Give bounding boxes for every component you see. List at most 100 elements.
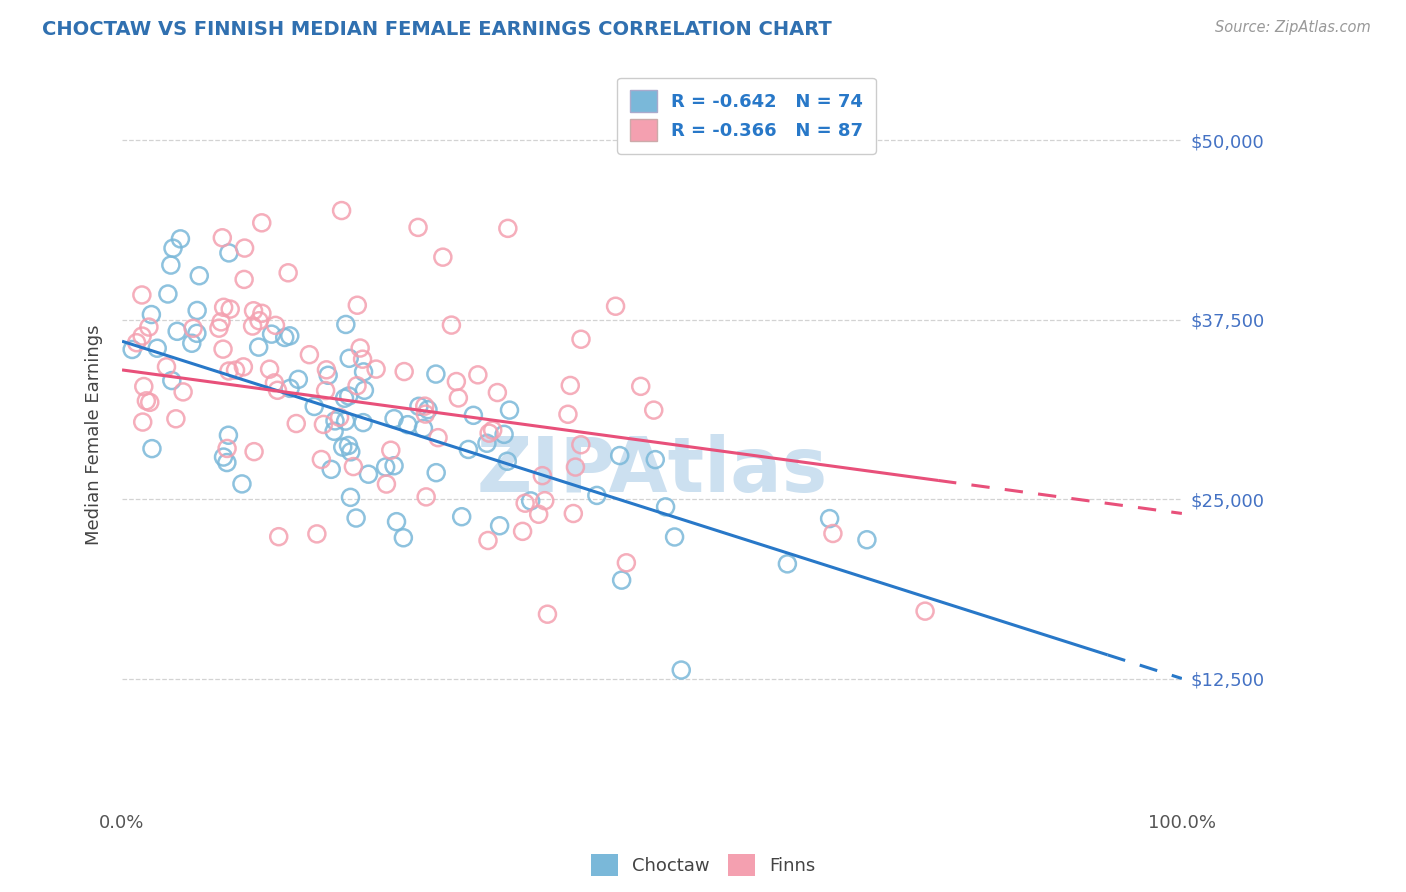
Point (914, 604, 936, 618)
Point (643, 403, 665, 417)
Point (450, 509, 472, 524)
Point (146, 341, 169, 355)
Point (323, 414, 346, 428)
Point (131, 329, 153, 343)
Point (186, 303, 208, 318)
Point (132, 415, 155, 429)
Point (339, 491, 361, 505)
Point (250, 216, 273, 230)
Point (311, 452, 333, 467)
Point (141, 308, 163, 322)
Point (533, 493, 555, 508)
Point (486, 385, 509, 400)
Point (209, 315, 232, 329)
Point (605, 299, 627, 313)
Point (285, 417, 308, 431)
Point (413, 399, 436, 413)
Point (357, 467, 380, 482)
Point (321, 462, 343, 476)
Text: Source: ZipAtlas.com: Source: ZipAtlas.com (1215, 20, 1371, 35)
Point (512, 524, 534, 539)
Point (432, 250, 454, 264)
Point (531, 468, 554, 483)
Point (564, 460, 586, 475)
Point (346, 298, 368, 312)
Point (447, 391, 470, 405)
Point (392, 365, 415, 379)
Point (496, 454, 519, 468)
Point (614, 556, 637, 570)
Point (169, 232, 191, 246)
Point (180, 336, 202, 351)
Point (242, 319, 264, 334)
Point (374, 460, 396, 475)
Point (557, 407, 579, 421)
Point (337, 438, 360, 452)
Point (242, 303, 264, 318)
Point (335, 414, 357, 428)
Point (344, 511, 367, 525)
Point (186, 326, 208, 341)
Point (856, 533, 879, 547)
Legend: Choctaw, Finns: Choctaw, Finns (583, 847, 823, 883)
Point (527, 508, 550, 522)
Point (494, 427, 516, 442)
Point (278, 328, 301, 343)
Point (264, 318, 287, 333)
Point (821, 526, 844, 541)
Point (274, 330, 297, 344)
Point (215, 456, 238, 470)
Point (181, 321, 204, 335)
Point (155, 359, 177, 374)
Point (610, 573, 633, 587)
Point (425, 466, 447, 480)
Point (312, 417, 335, 432)
Point (329, 410, 352, 425)
Point (212, 342, 235, 356)
Point (416, 402, 439, 417)
Point (165, 411, 187, 425)
Point (217, 428, 239, 442)
Point (339, 445, 361, 459)
Point (671, 663, 693, 677)
Point (332, 440, 354, 454)
Point (496, 221, 519, 235)
Point (382, 458, 405, 473)
Point (335, 318, 357, 332)
Point (337, 351, 360, 366)
Point (121, 343, 143, 357)
Legend: R = -0.642   N = 74, R = -0.366   N = 87: R = -0.642 N = 74, R = -0.366 N = 87 (617, 78, 876, 154)
Point (278, 381, 301, 395)
Point (425, 367, 447, 381)
Point (135, 393, 157, 408)
Point (260, 327, 283, 342)
Point (131, 288, 153, 302)
Point (156, 287, 179, 301)
Point (160, 374, 183, 388)
Y-axis label: Median Female Earnings: Median Female Earnings (86, 325, 103, 545)
Point (346, 378, 368, 392)
Point (630, 379, 652, 393)
Point (259, 362, 281, 376)
Point (380, 443, 402, 458)
Point (233, 241, 256, 255)
Point (225, 363, 247, 377)
Text: CHOCTAW VS FINNISH MEDIAN FEMALE EARNINGS CORRELATION CHART: CHOCTAW VS FINNISH MEDIAN FEMALE EARNING… (42, 20, 832, 38)
Point (415, 407, 437, 421)
Point (408, 400, 430, 414)
Point (352, 416, 374, 430)
Point (569, 332, 592, 346)
Point (298, 348, 321, 362)
Point (162, 241, 184, 255)
Text: ZIPAtlas: ZIPAtlas (477, 434, 828, 508)
Point (382, 411, 405, 425)
Point (477, 533, 499, 548)
Point (481, 423, 503, 437)
Point (212, 450, 235, 464)
Point (243, 444, 266, 458)
Point (316, 368, 339, 383)
Point (488, 518, 510, 533)
Point (211, 231, 233, 245)
Point (333, 391, 356, 405)
Point (478, 426, 501, 441)
